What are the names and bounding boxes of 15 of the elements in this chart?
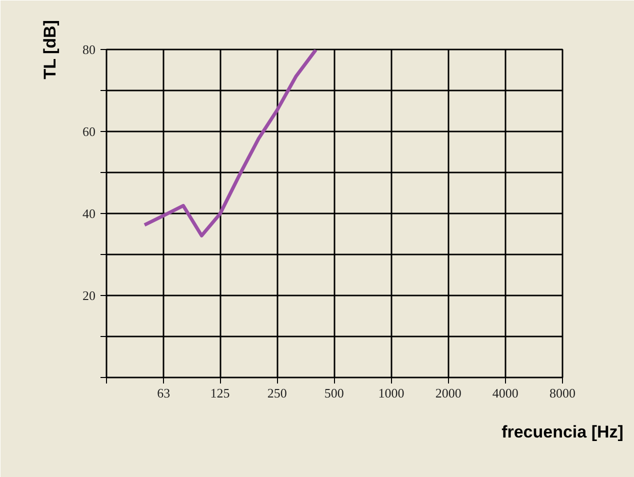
y-tick-label: 60 bbox=[82, 124, 96, 139]
x-tick-label: 1000 bbox=[378, 386, 404, 400]
y-tick-label: 20 bbox=[82, 288, 96, 303]
x-tick-label: 250 bbox=[267, 386, 287, 400]
y-tick-label: 40 bbox=[82, 206, 96, 221]
x-tick-label: 500 bbox=[324, 386, 344, 400]
y-axis-title: TL [dB] bbox=[40, 20, 60, 80]
y-tick-label: 80 bbox=[82, 42, 96, 57]
x-axis-title: frecuencia [Hz] bbox=[502, 422, 624, 442]
x-tick-label: 8000 bbox=[550, 386, 576, 400]
x-tick-label: 125 bbox=[210, 386, 230, 400]
x-tick-label: 63 bbox=[157, 386, 170, 400]
x-tick-label: 4000 bbox=[492, 386, 518, 400]
line-series bbox=[142, 50, 318, 238]
x-tick-label: 2000 bbox=[435, 386, 462, 400]
